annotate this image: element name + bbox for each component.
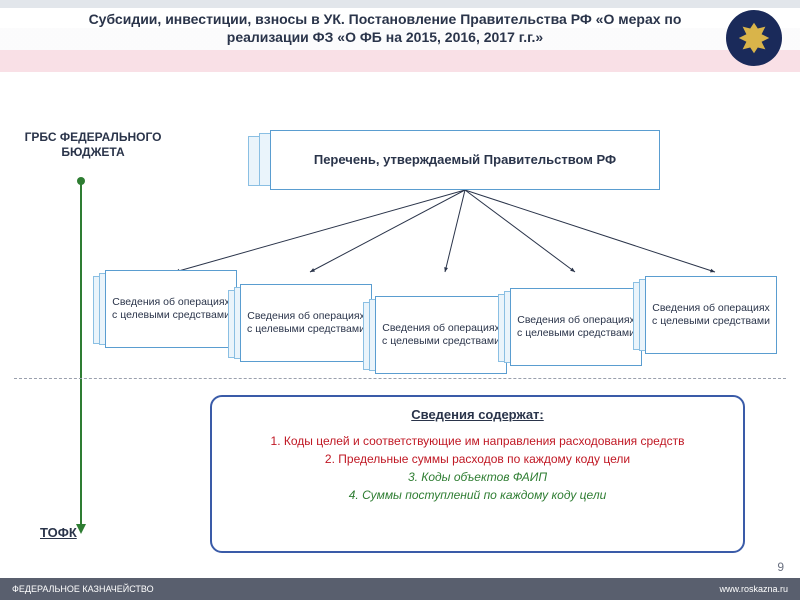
axis-start-dot — [77, 177, 85, 185]
child-box: Сведения об операциях с целевыми средств… — [240, 284, 372, 362]
page-number: 9 — [777, 560, 784, 574]
child-box: Сведения об операциях с целевыми средств… — [510, 288, 642, 366]
info-box: Сведения содержат: 1. Коды целей и соотв… — [210, 395, 745, 553]
child-box-label: Сведения об операциях с целевыми средств… — [375, 296, 507, 374]
info-item: 1. Коды целей и соответствующие им напра… — [230, 432, 725, 450]
child-box-label: Сведения об операциях с целевыми средств… — [105, 270, 237, 348]
info-item: 2. Предельные суммы расходов по каждому … — [230, 450, 725, 468]
grbs-label: ГРБС ФЕДЕРАЛЬНОГО БЮДЖЕТА — [18, 130, 168, 160]
emblem-icon — [726, 10, 782, 66]
child-box-label: Сведения об операциях с целевыми средств… — [510, 288, 642, 366]
child-box: Сведения об операциях с целевыми средств… — [105, 270, 237, 348]
page-title: Субсидии, инвестиции, взносы в УК. Поста… — [60, 10, 710, 46]
footer-left: ФЕДЕРАЛЬНОЕ КАЗНАЧЕЙСТВО — [12, 584, 154, 594]
tofk-label: ТОФК — [40, 525, 77, 540]
child-box-label: Сведения об операциях с целевыми средств… — [645, 276, 777, 354]
footer-bar: ФЕДЕРАЛЬНОЕ КАЗНАЧЕЙСТВО www.roskazna.ru — [0, 578, 800, 600]
main-box-label: Перечень, утверждаемый Правительством РФ — [270, 130, 660, 190]
child-box-label: Сведения об операциях с целевыми средств… — [240, 284, 372, 362]
horizontal-divider — [14, 378, 786, 379]
info-item: 3. Коды объектов ФАИП — [230, 468, 725, 486]
info-list: 1. Коды целей и соответствующие им напра… — [230, 432, 725, 504]
main-box: Перечень, утверждаемый Правительством РФ — [270, 130, 660, 190]
vertical-axis — [80, 180, 82, 530]
child-box: Сведения об операциях с целевыми средств… — [645, 276, 777, 354]
axis-arrow — [76, 524, 86, 534]
info-title: Сведения содержат: — [230, 407, 725, 422]
child-box: Сведения об операциях с целевыми средств… — [375, 296, 507, 374]
info-item: 4. Суммы поступлений по каждому коду цел… — [230, 486, 725, 504]
footer-right: www.roskazna.ru — [719, 584, 788, 594]
children-row: Сведения об операциях с целевыми средств… — [105, 270, 790, 365]
